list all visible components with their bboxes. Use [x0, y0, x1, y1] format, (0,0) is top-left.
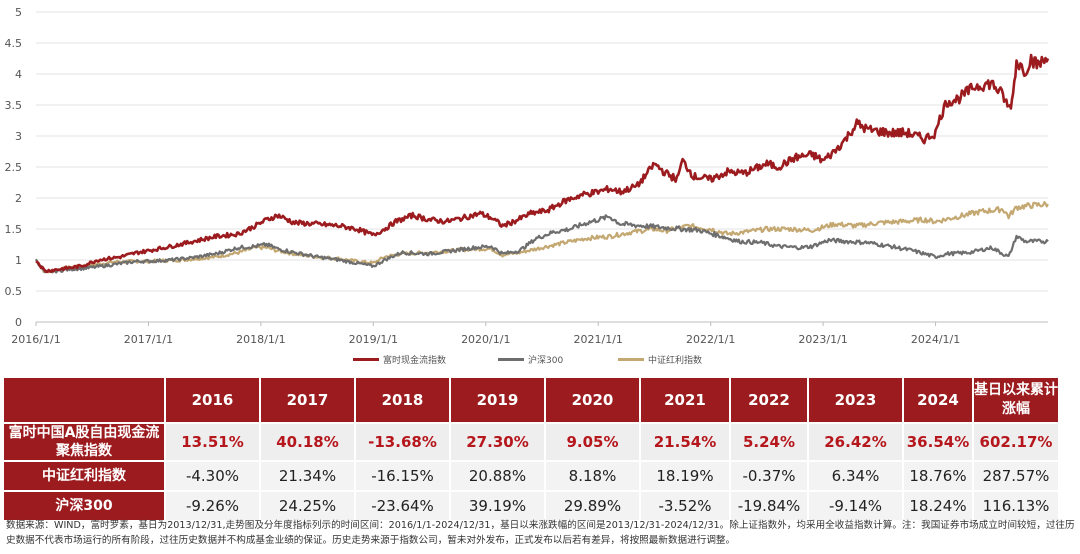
table-cell: 9.05%: [544, 422, 641, 462]
header-2017: 2017: [259, 376, 356, 424]
y-tick-label: 0.5: [5, 285, 23, 298]
legend-swatch-cashflow: [353, 358, 379, 361]
y-tick-label: 2.5: [5, 161, 23, 174]
table-cell: 13.51%: [164, 422, 261, 462]
table-cell: 20.88%: [449, 460, 546, 492]
header-2022: 2022: [729, 376, 809, 424]
y-tick-label: 2: [15, 192, 22, 205]
table-cell: 6.34%: [807, 460, 904, 492]
x-tick-label: 2022/1/1: [686, 333, 735, 346]
table-cell: 27.30%: [449, 422, 546, 462]
table-cell: -4.30%: [164, 460, 261, 492]
table-cell: 40.18%: [259, 422, 356, 462]
annual-returns-table: 2016 2017 2018 2019 2020 2021 2022 2023 …: [2, 376, 1060, 522]
y-tick-label: 3: [15, 130, 22, 143]
y-tick-label: 0: [15, 316, 22, 329]
header-2021: 2021: [639, 376, 731, 424]
x-tick-label: 2017/1/1: [124, 333, 173, 346]
header-2024: 2024: [902, 376, 974, 424]
table-cell: -16.15%: [354, 460, 451, 492]
row-label-dividend: 中证红利指数: [2, 460, 166, 492]
table-row: 中证红利指数 -4.30% 21.34% -16.15% 20.88% 8.18…: [2, 460, 1060, 492]
legend-item-dividend: 中证红利指数: [618, 353, 702, 366]
table-cell: 24.25%: [259, 490, 356, 522]
header-2019: 2019: [449, 376, 546, 424]
table-cell: -3.52%: [639, 490, 731, 522]
table-cell: 18.24%: [902, 490, 974, 522]
header-2016: 2016: [164, 376, 261, 424]
table-cell: -9.14%: [807, 490, 904, 522]
legend-swatch-dividend: [618, 358, 644, 361]
x-tick-label: 2020/1/1: [461, 333, 510, 346]
table-cell: 21.54%: [639, 422, 731, 462]
table-cell: 21.34%: [259, 460, 356, 492]
y-tick-label: 1: [15, 254, 22, 267]
series-lines: [34, 53, 1050, 274]
table-corner-cell: [2, 376, 166, 424]
legend-label-cashflow: 富时现金流指数: [383, 356, 447, 366]
row-label-cashflow: 富时中国A股自由现金流聚焦指数: [2, 422, 166, 462]
legend-swatch-csi300: [498, 358, 524, 361]
row-label-csi300: 沪深300: [2, 490, 166, 522]
table-row: 沪深300 -9.26% 24.25% -23.64% 39.19% 29.89…: [2, 490, 1060, 522]
table-cell: 18.19%: [639, 460, 731, 492]
table-cell: 26.42%: [807, 422, 904, 462]
table-cell: 5.24%: [729, 422, 809, 462]
table-cell: 287.57%: [972, 460, 1060, 492]
gridlines: [36, 11, 1048, 323]
axes: 0 0.5 1 1.5 2 2.5 3 3.5 4 4.5 5 2016/1/1 2017/1/1 201…: [5, 6, 961, 346]
series-line-2: [35, 201, 1049, 274]
table-cell: -13.68%: [354, 422, 451, 462]
x-tick-label: 2018/1/1: [236, 333, 285, 346]
y-tick-label: 5: [15, 6, 22, 19]
legend-item-cashflow: 富时现金流指数: [353, 353, 446, 366]
y-tick-label: 3.5: [5, 99, 23, 112]
source-note: 数据来源：WIND，富时罗素，基日为2013/12/31,走势图及分年度指标列示…: [6, 520, 1075, 546]
series-line-0: [35, 53, 1050, 274]
y-tick-label: 4.5: [5, 37, 23, 50]
table-header-row: 2016 2017 2018 2019 2020 2021 2022 2023 …: [2, 376, 1060, 424]
x-tick-label: 2023/1/1: [798, 333, 847, 346]
x-tick-label: 2024/1/1: [911, 333, 960, 346]
header-cumulative: 基日以来累计涨幅: [972, 376, 1060, 424]
line-chart: 0 0.5 1 1.5 2 2.5 3 3.5 4 4.5 5 2016/1/1 2017/1/1 201…: [5, 6, 1050, 346]
table-cell: 36.54%: [902, 422, 974, 462]
table-cell: 602.17%: [972, 422, 1060, 462]
legend-label-csi300: 沪深300: [528, 356, 564, 366]
legend-item-csi300: 沪深300: [498, 353, 563, 366]
header-2023: 2023: [807, 376, 904, 424]
y-tick-label: 1.5: [5, 223, 23, 236]
table-cell: -0.37%: [729, 460, 809, 492]
table-cell: 8.18%: [544, 460, 641, 492]
legend-label-dividend: 中证红利指数: [648, 356, 703, 366]
y-tick-label: 4: [15, 68, 22, 81]
table-cell: -9.26%: [164, 490, 261, 522]
x-tick-label: 2021/1/1: [574, 333, 623, 346]
header-2020: 2020: [544, 376, 641, 424]
table-cell: 39.19%: [449, 490, 546, 522]
header-2018: 2018: [354, 376, 451, 424]
table-cell: 29.89%: [544, 490, 641, 522]
table-cell: 18.76%: [902, 460, 974, 492]
chart-legend: 富时现金流指数 沪深300 中证红利指数: [0, 351, 1080, 369]
table-cell: 116.13%: [972, 490, 1060, 522]
x-tick-label: 2016/1/1: [11, 333, 60, 346]
series-line-1: [34, 214, 1049, 274]
table-cell: -19.84%: [729, 490, 809, 522]
table-row: 富时中国A股自由现金流聚焦指数 13.51% 40.18% -13.68% 27…: [2, 422, 1060, 462]
table-cell: -23.64%: [354, 490, 451, 522]
x-tick-label: 2019/1/1: [349, 333, 398, 346]
